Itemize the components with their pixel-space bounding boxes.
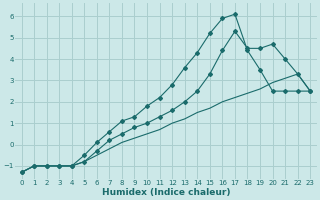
- X-axis label: Humidex (Indice chaleur): Humidex (Indice chaleur): [102, 188, 230, 197]
